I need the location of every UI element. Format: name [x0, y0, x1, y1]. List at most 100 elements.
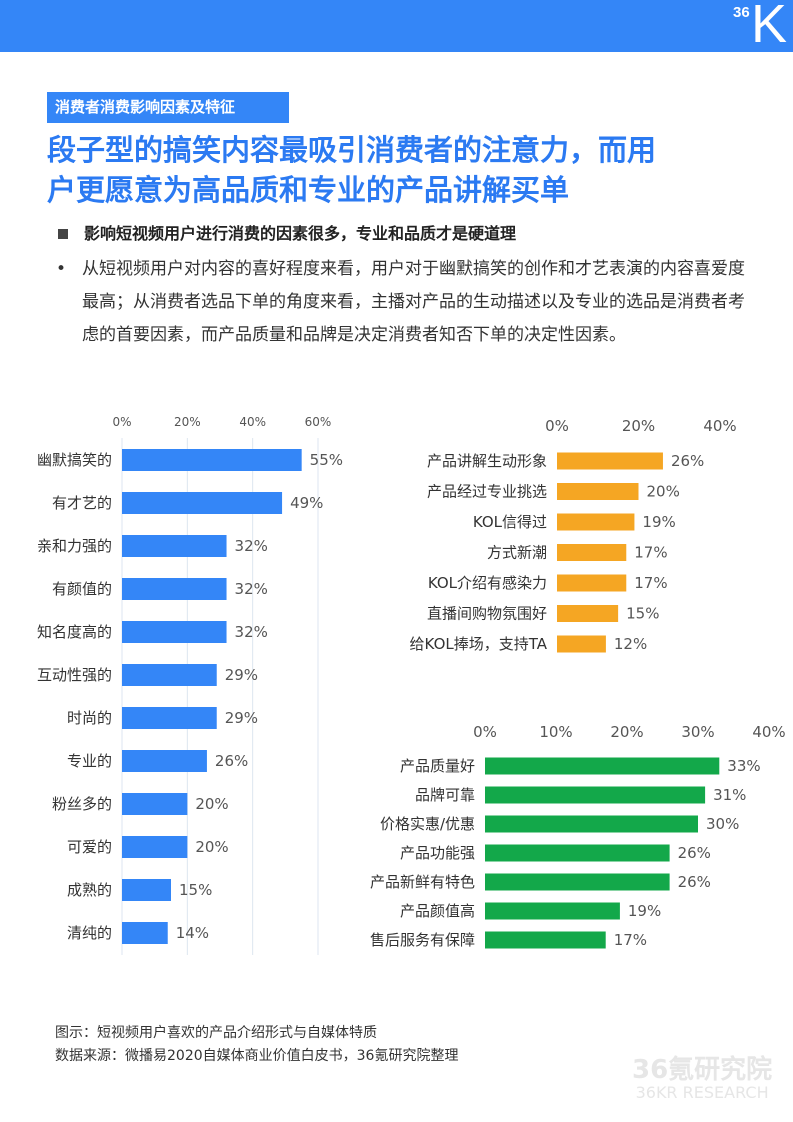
category-label: 产品新鲜有特色 — [370, 873, 475, 891]
bar — [122, 836, 188, 858]
bar — [122, 578, 227, 600]
body-text: 从短视频用户对内容的喜好程度来看，用户对于幽默搞笑的创作和才艺表演的内容喜爱度最… — [82, 259, 745, 345]
category-label: 幽默搞笑的 — [37, 451, 112, 469]
category-label: 产品颜值高 — [400, 902, 475, 920]
bar — [122, 535, 227, 557]
value-label: 15% — [179, 881, 212, 899]
header-bar: 36 K — [0, 0, 793, 54]
value-label: 19% — [642, 513, 675, 531]
watermark-cn: 36氪研究院 — [632, 1055, 773, 1085]
category-label: 产品讲解生动形象 — [427, 452, 547, 470]
category-label: 知名度高的 — [37, 623, 112, 641]
source-note: 数据来源：微播易2020自媒体商业价值白皮书，36氪研究院整理 — [55, 1048, 459, 1064]
category-label: 可爱的 — [67, 838, 112, 856]
value-label: 49% — [290, 494, 323, 512]
category-label: 给KOL捧场，支持TA — [410, 635, 548, 653]
figure-caption: 图示：短视频用户喜欢的产品介绍形式与自媒体特质 — [55, 1025, 377, 1041]
category-label: 清纯的 — [67, 924, 112, 942]
value-label: 20% — [647, 483, 680, 501]
value-label: 55% — [310, 451, 343, 469]
bar — [122, 879, 171, 901]
category-label: 成熟的 — [67, 881, 112, 899]
category-label: 有颜值的 — [52, 580, 112, 598]
bar — [557, 605, 619, 622]
x-tick-label: 20% — [174, 415, 201, 429]
title-line: 段子型的搞笑内容最吸引消费者的注意力，而用 — [47, 133, 657, 167]
value-label: 33% — [727, 757, 760, 775]
bar — [485, 931, 606, 949]
watermark: 36氪研究院 36KR RESEARCH — [632, 1056, 772, 1102]
category-label: 时尚的 — [67, 709, 112, 727]
x-tick-label: 0% — [112, 415, 131, 429]
category-label: 产品经过专业挑选 — [427, 483, 547, 501]
value-label: 19% — [628, 902, 661, 920]
x-tick-label: 20% — [622, 417, 655, 435]
section-tag: 消费者消费影响因素及特征 — [47, 92, 289, 123]
bar — [557, 635, 606, 653]
square-bullet-icon — [58, 229, 68, 239]
value-label: 15% — [626, 605, 659, 623]
bar — [485, 815, 698, 833]
value-label: 32% — [235, 623, 268, 641]
bar — [557, 574, 627, 592]
brand-logo: 36 K — [733, 0, 788, 54]
bar — [485, 873, 670, 891]
caption: 图示：短视频用户喜欢的产品介绍形式与自媒体特质 数据来源：微播易2020自媒体商… — [55, 1022, 458, 1068]
x-tick-label: 30% — [681, 723, 714, 741]
value-label: 20% — [195, 795, 228, 813]
bar — [122, 449, 302, 471]
bar — [557, 544, 627, 561]
page-title: 段子型的搞笑内容最吸引消费者的注意力，而用 户更愿意为高品质和专业的产品讲解买单 — [47, 130, 767, 210]
bar — [122, 492, 283, 514]
bar — [122, 707, 217, 729]
bar — [557, 452, 663, 470]
value-label: 30% — [706, 815, 739, 833]
category-label: 亲和力强的 — [37, 537, 112, 555]
x-tick-label: 0% — [545, 417, 569, 435]
x-tick-label: 60% — [305, 415, 332, 429]
bar — [485, 844, 670, 862]
category-label: 品牌可靠 — [415, 786, 475, 804]
category-label: 互动性强的 — [37, 666, 112, 684]
value-label: 12% — [614, 635, 647, 653]
subheading-text: 影响短视频用户进行消费的因素很多，专业和品质才是硬道理 — [84, 224, 517, 243]
value-label: 26% — [678, 844, 711, 862]
value-label: 17% — [634, 544, 667, 562]
bar — [122, 922, 168, 944]
bar — [122, 621, 227, 643]
value-label: 26% — [215, 752, 248, 770]
bar — [122, 793, 188, 815]
category-label: 有才艺的 — [52, 494, 112, 512]
category-label: 产品质量好 — [400, 757, 475, 775]
x-tick-label: 40% — [752, 723, 785, 741]
bullet-icon: • — [56, 259, 67, 279]
category-label: 方式新潮 — [487, 544, 547, 562]
x-tick-label: 20% — [610, 723, 643, 741]
subheading: 影响短视频用户进行消费的因素很多，专业和品质才是硬道理 — [58, 220, 516, 244]
category-label: KOL介绍有感染力 — [428, 574, 547, 592]
watermark-en: 36KR RESEARCH — [635, 1083, 769, 1102]
bar — [485, 902, 620, 920]
value-label: 29% — [225, 709, 258, 727]
value-label: 26% — [671, 452, 704, 470]
bar — [557, 483, 639, 500]
body-paragraph: • 从短视频用户对内容的喜好程度来看，用户对于幽默搞笑的创作和才艺表演的内容喜爱度… — [56, 253, 756, 352]
category-label: 专业的 — [67, 752, 112, 770]
category-label: 价格实惠/优惠 — [380, 815, 475, 833]
value-label: 20% — [195, 838, 228, 856]
bar — [122, 664, 217, 686]
category-label: 售后服务有保障 — [370, 931, 475, 949]
value-label: 32% — [235, 537, 268, 555]
x-tick-label: 10% — [539, 723, 572, 741]
value-label: 31% — [713, 786, 746, 804]
value-label: 17% — [614, 931, 647, 949]
bar — [557, 513, 635, 531]
category-label: 直播间购物氛围好 — [427, 605, 547, 623]
x-tick-label: 40% — [239, 415, 266, 429]
value-label: 29% — [225, 666, 258, 684]
title-line: 户更愿意为高品质和专业的产品讲解买单 — [47, 173, 570, 207]
x-tick-label: 40% — [703, 417, 736, 435]
category-label: 产品功能强 — [400, 844, 475, 862]
